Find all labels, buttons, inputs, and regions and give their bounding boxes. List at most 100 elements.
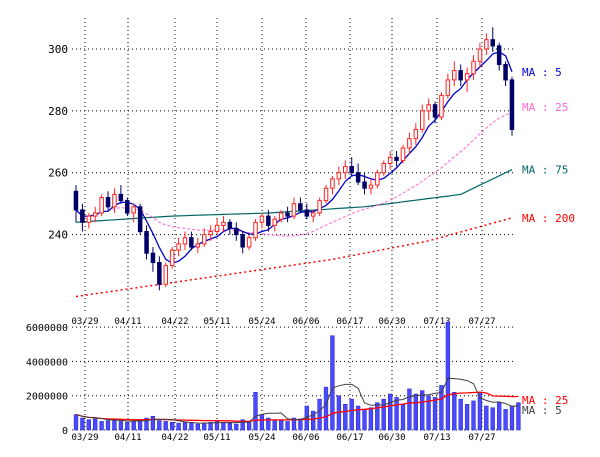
candle-body	[490, 39, 495, 47]
volume-bar	[182, 422, 188, 431]
candle-body	[298, 203, 303, 211]
volume-ma25-line	[75, 391, 519, 423]
volume-legend-label: MA : 5	[522, 404, 562, 417]
candle-body	[439, 94, 444, 118]
volume-bar	[285, 421, 290, 431]
candle-body	[253, 221, 258, 239]
candle-body	[362, 181, 367, 189]
volume-bar	[490, 407, 495, 431]
price-legend-label: MA : 25	[522, 101, 568, 114]
candle-body	[426, 104, 431, 112]
volume-bar	[458, 398, 463, 431]
candle-body	[375, 172, 380, 186]
candle-body	[189, 237, 194, 248]
candle-body	[349, 166, 354, 174]
candle-body	[137, 206, 143, 233]
candle-body	[246, 237, 252, 248]
candle-body	[368, 184, 374, 189]
candle-body	[304, 209, 310, 217]
volume-y-tick-label: 2000000	[26, 392, 68, 403]
volume-x-tick-label: 05/24	[248, 433, 275, 443]
price-x-axis: 03/29 04/11 04/22 05/11 05/24 06/06 06/17 06/30…	[71, 317, 495, 327]
candle-body	[214, 224, 220, 233]
candle-body	[381, 163, 386, 174]
price-grid	[72, 18, 516, 312]
volume-bar	[214, 421, 220, 431]
volume-ma5-line	[75, 377, 519, 424]
candle-body	[278, 212, 284, 220]
price-legend: MA : 5 MA : 25 MA : 75 MA : 200	[522, 66, 575, 225]
volume-x-tick-label: 06/30	[378, 433, 405, 443]
candle-body	[291, 203, 297, 217]
ma200-line	[75, 217, 513, 298]
volume-bar	[93, 418, 98, 431]
candle-body	[105, 197, 111, 208]
candle-body	[484, 39, 489, 50]
volume-bar	[208, 422, 213, 431]
candle-body	[355, 172, 361, 183]
candle-body	[118, 193, 124, 202]
volume-bar	[388, 393, 393, 431]
volume-bar	[439, 385, 444, 431]
volume-x-tick-label: 04/11	[114, 433, 141, 443]
price-legend-label: MA : 200	[522, 212, 575, 225]
volume-bar	[516, 402, 521, 431]
volume-bar	[355, 405, 361, 431]
candle-body	[208, 231, 213, 236]
candle-body	[323, 187, 329, 202]
candle-body	[259, 215, 265, 223]
volume-bars	[73, 321, 521, 431]
volume-moving-averages	[75, 377, 519, 424]
volume-x-tick-label: 07/13	[423, 433, 450, 443]
candle-body	[311, 212, 316, 217]
volume-x-tick-label: 05/11	[203, 433, 230, 443]
volume-bar	[375, 402, 380, 431]
volume-bar	[420, 390, 425, 431]
volume-bar	[105, 420, 111, 431]
candle-body	[336, 172, 342, 180]
candle-body	[157, 262, 162, 285]
volume-bar	[330, 335, 335, 431]
volume-bar	[349, 398, 354, 431]
candle-body	[452, 70, 457, 81]
volume-bar	[189, 422, 194, 431]
volume-bar	[99, 421, 104, 431]
candle-body	[195, 243, 201, 248]
price-legend-label: MA : 5	[522, 66, 562, 79]
candle-body	[285, 212, 290, 217]
volume-bar	[202, 422, 207, 431]
volume-bar	[400, 404, 406, 431]
candle-body	[112, 193, 117, 208]
candle-body	[464, 73, 470, 81]
candle-body	[150, 252, 156, 263]
price-y-tick-label: 280	[48, 105, 68, 118]
candle-body	[80, 209, 85, 223]
volume-bar	[484, 405, 489, 431]
volume-bar	[118, 421, 124, 431]
volume-bar	[80, 417, 85, 431]
candle-body	[234, 227, 239, 236]
candle-body	[471, 60, 476, 75]
candle-body	[343, 166, 348, 174]
price-y-tick-label: 240	[48, 229, 68, 242]
volume-bar	[112, 419, 117, 431]
candle-body	[407, 138, 412, 149]
volume-legend-label: MA : 25	[522, 394, 568, 407]
volume-x-axis: 03/29 04/11 04/22 05/11 05/24 06/06 06/17 06/30…	[71, 433, 495, 443]
candle-body	[202, 234, 207, 245]
volume-bar	[464, 404, 470, 431]
candle-body	[317, 200, 322, 214]
volume-x-tick-label: 03/29	[71, 433, 98, 443]
volume-bar	[407, 388, 412, 431]
volume-bar	[291, 417, 297, 431]
candle-body	[503, 63, 508, 81]
volume-bar	[234, 423, 239, 431]
volume-x-tick-label: 07/27	[468, 433, 495, 443]
price-y-tick-label: 300	[48, 43, 68, 56]
volume-bar	[311, 410, 316, 431]
candle-body	[394, 156, 399, 161]
volume-x-tick-label: 06/17	[336, 433, 363, 443]
volume-bar	[452, 392, 457, 431]
